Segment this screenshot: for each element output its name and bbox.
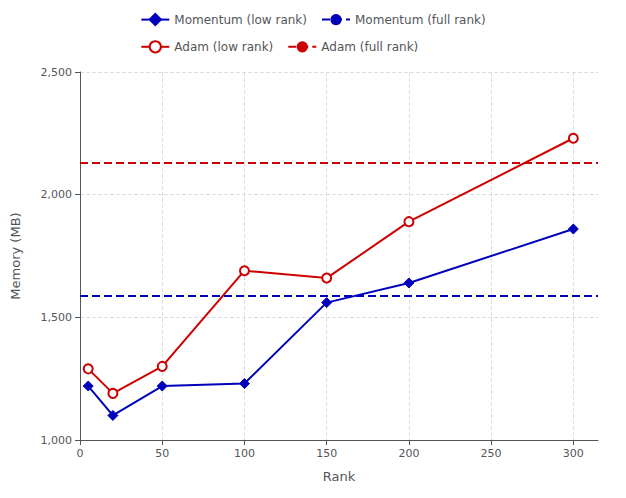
- svg-text:Adam (low rank): Adam (low rank): [174, 40, 273, 54]
- svg-text:Rank: Rank: [323, 469, 356, 484]
- svg-text:200: 200: [398, 447, 419, 460]
- svg-text:Momentum (full rank): Momentum (full rank): [355, 13, 486, 27]
- svg-text:Adam (full rank): Adam (full rank): [321, 40, 418, 54]
- svg-text:1,500: 1,500: [41, 311, 73, 324]
- svg-text:100: 100: [234, 447, 255, 460]
- svg-text:0: 0: [77, 447, 84, 460]
- svg-text:2,500: 2,500: [41, 66, 73, 79]
- svg-text:150: 150: [316, 447, 337, 460]
- svg-text:Memory (MB): Memory (MB): [8, 212, 23, 299]
- svg-text:250: 250: [481, 447, 502, 460]
- svg-text:Momentum (low rank): Momentum (low rank): [174, 13, 307, 27]
- svg-text:1,000: 1,000: [41, 434, 73, 447]
- svg-text:300: 300: [563, 447, 584, 460]
- svg-text:50: 50: [155, 447, 169, 460]
- svg-text:2,000: 2,000: [41, 188, 73, 201]
